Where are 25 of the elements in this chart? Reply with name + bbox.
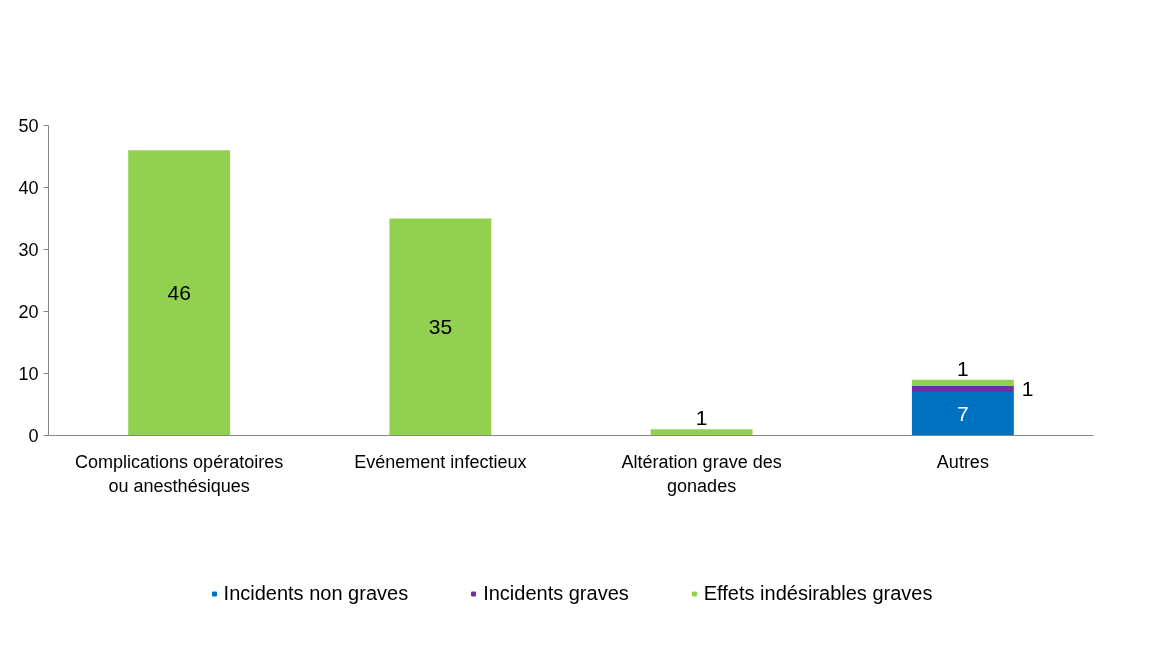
data-label: 7 xyxy=(957,401,969,425)
bar xyxy=(911,385,1014,393)
y-tick-label: 50 xyxy=(18,116,39,136)
data-label: 1 xyxy=(695,406,708,430)
y-tick-label: 0 xyxy=(28,426,39,446)
x-tick-label: Complications opératoires ou anesthésiques xyxy=(75,451,284,496)
x-tick-label: Autres xyxy=(936,451,989,472)
y-tick-label: 40 xyxy=(18,178,39,198)
x-tick-label: Altération grave des gonades xyxy=(621,451,782,496)
bar xyxy=(911,379,1014,386)
bar xyxy=(128,150,231,436)
y-tick-label: 30 xyxy=(18,240,39,260)
data-label: 1 xyxy=(957,356,969,380)
bar xyxy=(389,218,492,436)
legend-label: Incidents graves xyxy=(483,581,629,605)
data-label: 35 xyxy=(428,315,453,338)
legend-label: Incidents non graves xyxy=(223,581,409,605)
legend-label: Effets indésirables graves xyxy=(703,581,933,605)
y-tick-label: 20 xyxy=(18,302,39,322)
bar xyxy=(650,429,753,436)
data-label: 46 xyxy=(167,280,191,304)
data-label: 1 xyxy=(1021,377,1034,400)
x-tick-label: Evénement infectieux xyxy=(354,451,527,472)
bar xyxy=(911,392,1014,436)
y-tick-label: 10 xyxy=(18,364,39,384)
